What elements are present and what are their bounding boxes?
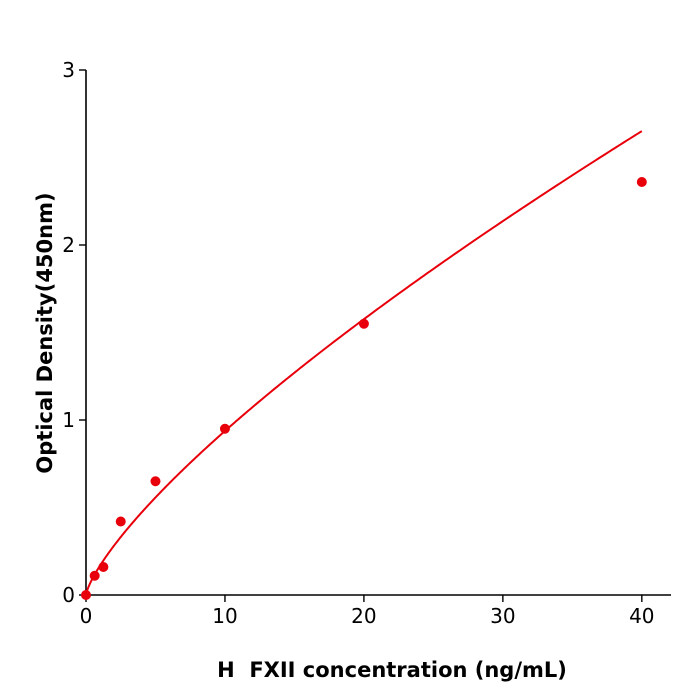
x-tick-label: 30	[490, 604, 515, 628]
data-point	[150, 476, 161, 487]
x-tick-label: 40	[629, 604, 654, 628]
data-point	[636, 177, 647, 187]
x-tick-label: 20	[351, 604, 376, 628]
data-point	[115, 516, 126, 527]
data-point	[89, 570, 100, 581]
x-axis-label: H FXII concentration (ng/mL)	[217, 658, 567, 682]
data-point	[358, 318, 369, 329]
x-tick-label: 10	[212, 604, 237, 628]
data-points	[81, 177, 647, 600]
y-tick-label: 2	[62, 233, 75, 257]
fit-curve	[85, 130, 643, 596]
data-point	[219, 423, 230, 434]
data-point	[81, 590, 91, 600]
data-point	[98, 562, 109, 572]
fit-curve-group	[85, 130, 643, 596]
y-tick-label: 0	[62, 583, 75, 607]
y-tick-label: 3	[62, 58, 75, 82]
y-tick-label: 1	[62, 408, 75, 432]
y-axis-label: Optical Density(450nm)	[33, 192, 57, 473]
axes: 0 10 20 30 40 0 1 2 3	[62, 58, 671, 628]
x-tick-label: 0	[80, 604, 93, 628]
